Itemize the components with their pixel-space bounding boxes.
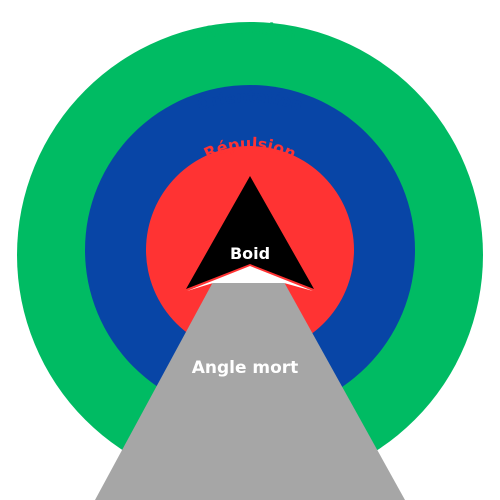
boid-label: Boid <box>230 244 270 263</box>
attraction-label: Attraction <box>202 19 298 43</box>
blind-spot-label: Angle mort <box>192 358 299 378</box>
boid-icon <box>186 176 314 289</box>
boid-base-gap <box>187 266 313 291</box>
blind-spot-region <box>95 282 405 500</box>
